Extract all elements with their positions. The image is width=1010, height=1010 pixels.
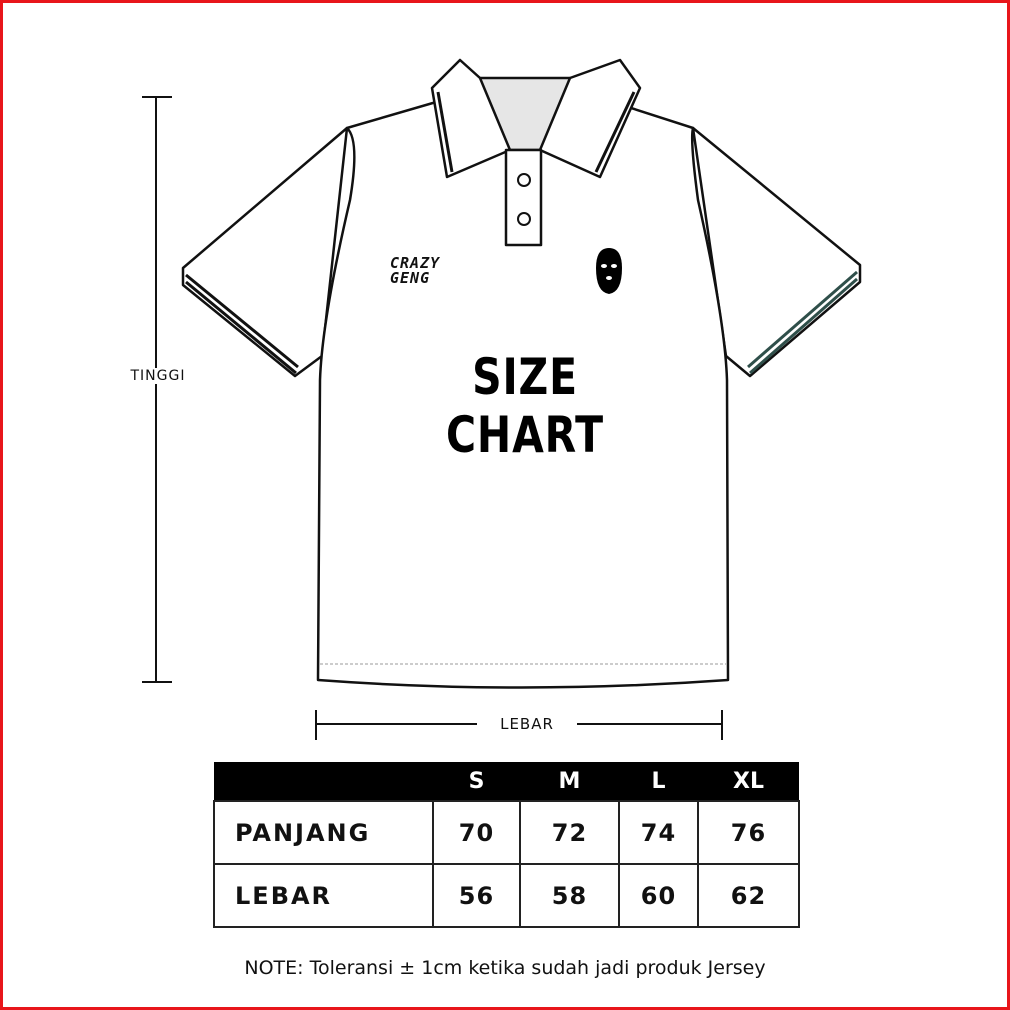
cell-value: 72 (519, 800, 620, 865)
cell-value: 56 (432, 863, 521, 928)
placket (504, 148, 543, 247)
table-header-row: S M L XL (214, 762, 799, 801)
table-row: PANJANG 70 72 74 76 (213, 800, 800, 865)
height-dimension-line (142, 96, 172, 683)
cell-value: 76 (697, 800, 800, 865)
cell-value: 58 (519, 863, 620, 928)
balaclava-icon (596, 248, 622, 294)
row-label: PANJANG (213, 800, 434, 865)
cell-value: 74 (618, 800, 699, 865)
right-collar (538, 58, 642, 179)
header-size-s: S (433, 762, 520, 801)
button-icon (517, 173, 531, 226)
row-label: LEBAR (213, 863, 434, 928)
height-label: TINGGI (118, 368, 198, 384)
header-size-m: M (520, 762, 619, 801)
cell-value: 60 (618, 863, 699, 928)
width-label: LEBAR (477, 715, 577, 733)
header-size-l: L (619, 762, 698, 801)
table-row: LEBAR 56 58 60 62 (213, 863, 800, 928)
brand-logo: CRAZY GENG (390, 254, 441, 287)
size-table: S M L XL PANJANG 70 72 74 76 LEBAR 56 58… (213, 762, 800, 928)
left-collar (430, 58, 512, 179)
size-chart-title: SIZE CHART (446, 348, 604, 464)
cell-value: 62 (697, 863, 800, 928)
tolerance-note: NOTE: Toleransi ± 1cm ketika sudah jadi … (244, 957, 766, 979)
header-size-xl: XL (698, 762, 799, 801)
header-blank (214, 762, 433, 801)
cell-value: 70 (432, 800, 521, 865)
shirt-body (316, 96, 730, 689)
